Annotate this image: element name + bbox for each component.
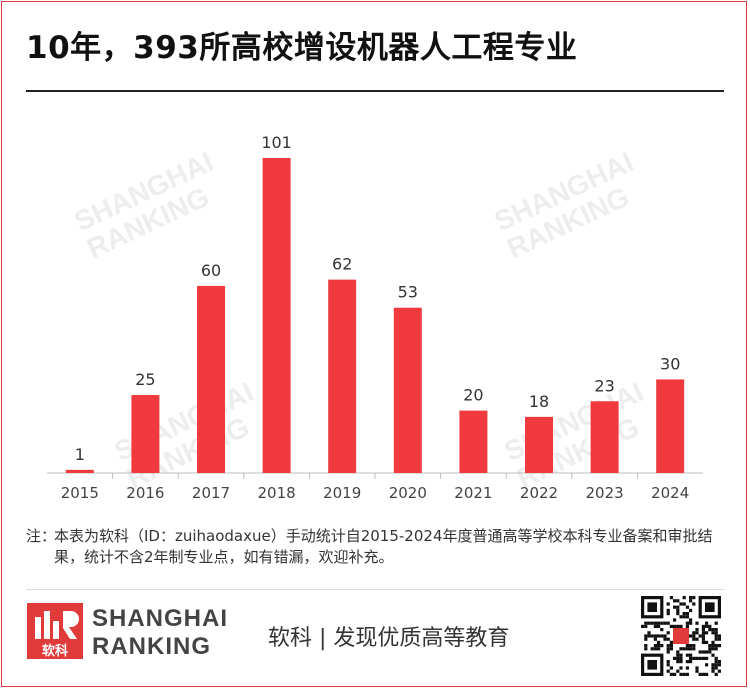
data-label-2015: 1 bbox=[75, 445, 85, 464]
qr-code-icon bbox=[641, 596, 721, 676]
data-label-2024: 30 bbox=[660, 354, 680, 373]
data-label-2018: 101 bbox=[261, 133, 292, 152]
tick-label-2020: 2020 bbox=[389, 484, 427, 502]
data-label-2020: 53 bbox=[398, 283, 418, 302]
tick-label-2018: 2018 bbox=[258, 484, 296, 502]
tick-label-2015: 2015 bbox=[61, 484, 99, 502]
data-label-2021: 20 bbox=[463, 386, 483, 405]
data-label-2022: 18 bbox=[529, 392, 549, 411]
footnote: 注： 本表为软科（ID：zuihaodaxue）手动统计自2015-2024年度… bbox=[26, 526, 726, 568]
bar-2016 bbox=[131, 395, 160, 473]
bar-2015 bbox=[65, 469, 94, 473]
bar-2021 bbox=[459, 410, 488, 473]
tick-label-2016: 2016 bbox=[126, 484, 164, 502]
bar-2018 bbox=[262, 158, 291, 473]
tick-label-2024: 2024 bbox=[651, 484, 689, 502]
data-label-2023: 23 bbox=[594, 376, 614, 395]
bar-2019 bbox=[328, 279, 357, 473]
bar-2017 bbox=[197, 285, 225, 473]
footnote-prefix: 注： bbox=[26, 527, 57, 545]
footnote-text: 本表为软科（ID：zuihaodaxue）手动统计自2015-2024年度普通高… bbox=[54, 527, 713, 566]
title-divider bbox=[26, 90, 724, 92]
brand-line2: RANKING bbox=[92, 633, 211, 660]
data-label-2019: 62 bbox=[332, 255, 352, 274]
logo-text: 软科 bbox=[42, 643, 68, 659]
tick-label-2021: 2021 bbox=[454, 484, 492, 502]
bar-2020 bbox=[393, 307, 422, 473]
tick-label-2017: 2017 bbox=[192, 484, 230, 502]
bar-2023 bbox=[590, 401, 619, 473]
bar-2022 bbox=[525, 416, 553, 473]
shanghai-ranking-logo-icon: 软科 bbox=[27, 603, 83, 659]
tick-label-2019: 2019 bbox=[323, 484, 361, 502]
brand-line1: SHANGHAI bbox=[92, 605, 229, 632]
data-label-2016: 25 bbox=[135, 370, 155, 389]
page-title: 10年，393所高校增设机器人工程专业 bbox=[26, 30, 578, 66]
tagline: 软科 | 发现优质高等教育 bbox=[268, 626, 510, 651]
bar-chart: 1201525201660201710120186220195320202020… bbox=[47, 133, 703, 502]
data-label-2017: 60 bbox=[201, 261, 221, 280]
brand-name: SHANGHAI RANKING bbox=[92, 605, 228, 661]
bar-2024 bbox=[656, 379, 685, 473]
tick-label-2022: 2022 bbox=[520, 484, 558, 502]
tick-label-2023: 2023 bbox=[586, 484, 624, 502]
footer-divider bbox=[26, 589, 724, 590]
